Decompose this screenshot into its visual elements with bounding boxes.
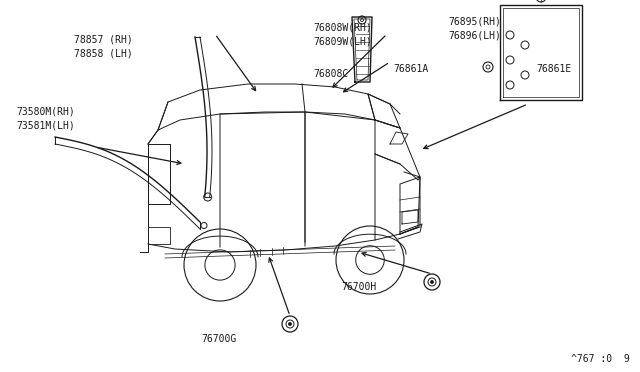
Text: 76700G: 76700G (202, 334, 237, 344)
Text: 78858 (LH): 78858 (LH) (74, 48, 132, 58)
Text: ^767 :0  9: ^767 :0 9 (572, 354, 630, 364)
Text: 76895(RH): 76895(RH) (448, 16, 501, 26)
Text: 73581M(LH): 73581M(LH) (16, 121, 75, 131)
Text: 76808C: 76808C (314, 70, 349, 79)
Text: 76808W(RH): 76808W(RH) (314, 22, 372, 32)
Text: 76896(LH): 76896(LH) (448, 31, 501, 40)
Text: 76861E: 76861E (536, 64, 572, 74)
Circle shape (289, 323, 291, 326)
Text: 76809W(LH): 76809W(LH) (314, 36, 372, 46)
Text: 78857 (RH): 78857 (RH) (74, 34, 132, 44)
Text: 73580M(RH): 73580M(RH) (16, 107, 75, 116)
Circle shape (431, 280, 433, 283)
Text: 76700H: 76700H (342, 282, 377, 292)
Text: 76861A: 76861A (394, 64, 429, 74)
